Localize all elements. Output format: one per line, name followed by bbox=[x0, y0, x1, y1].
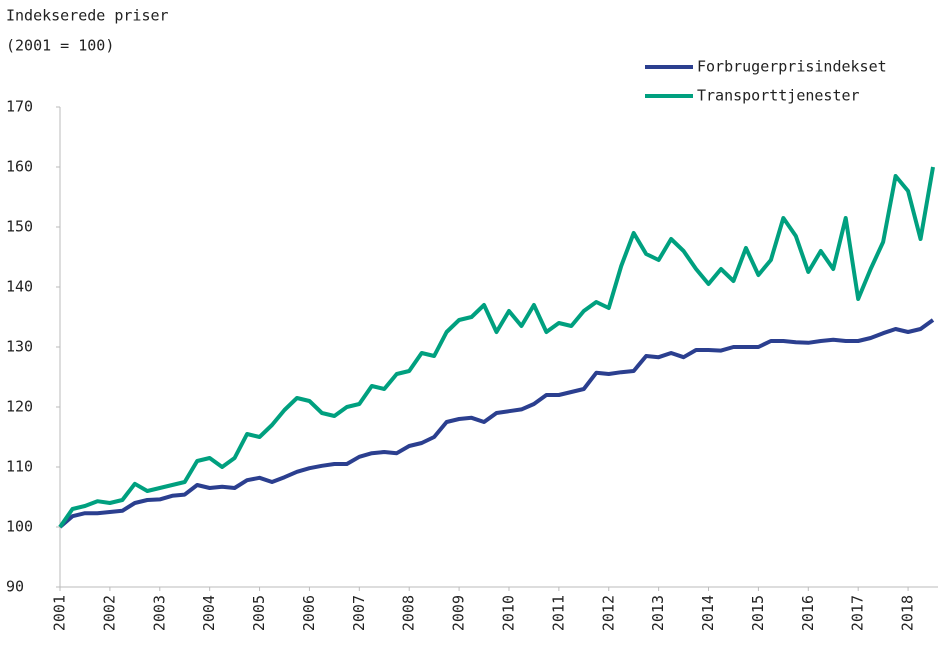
y-tick-label: 120 bbox=[6, 398, 33, 416]
x-tick-label: 2003 bbox=[150, 595, 168, 631]
y-tick-label: 160 bbox=[6, 158, 33, 176]
series-line bbox=[58, 166, 935, 529]
x-tick-label: 2002 bbox=[100, 595, 118, 631]
x-tick-label: 2018 bbox=[899, 595, 917, 631]
x-tick-label: 2004 bbox=[200, 595, 218, 631]
y-tick-label: 140 bbox=[6, 278, 33, 296]
y-tick-label: 90 bbox=[6, 578, 24, 596]
y-tick-label: 130 bbox=[6, 338, 33, 356]
legend-label: Transporttjenester bbox=[697, 87, 860, 105]
x-tick-label: 2016 bbox=[799, 595, 817, 631]
x-tick-label: 2007 bbox=[350, 595, 368, 631]
x-tick-label: 2012 bbox=[599, 595, 617, 631]
x-tick-label: 2013 bbox=[649, 595, 667, 631]
chart-subtitle: (2001 = 100) bbox=[6, 37, 114, 55]
legend-label: Forbrugerprisindekset bbox=[697, 58, 887, 76]
x-tick-label: 2008 bbox=[400, 595, 418, 631]
x-tick-label: 2014 bbox=[699, 595, 717, 631]
x-tick-label: 2009 bbox=[450, 595, 468, 631]
chart-title: Indekserede priser bbox=[6, 7, 169, 25]
x-tick-label: 2017 bbox=[849, 595, 867, 631]
x-tick-label: 2010 bbox=[499, 595, 517, 631]
x-tick-label: 2011 bbox=[549, 595, 567, 631]
y-tick-label: 110 bbox=[6, 458, 33, 476]
x-tick-label: 2005 bbox=[250, 595, 268, 631]
series-line bbox=[58, 318, 935, 529]
x-tick-label: 2001 bbox=[51, 595, 69, 631]
y-tick-label: 100 bbox=[6, 518, 33, 536]
x-tick-label: 2006 bbox=[300, 595, 318, 631]
y-tick-label: 150 bbox=[6, 218, 33, 236]
x-tick-label: 2015 bbox=[749, 595, 767, 631]
y-tick-label: 170 bbox=[6, 98, 33, 116]
